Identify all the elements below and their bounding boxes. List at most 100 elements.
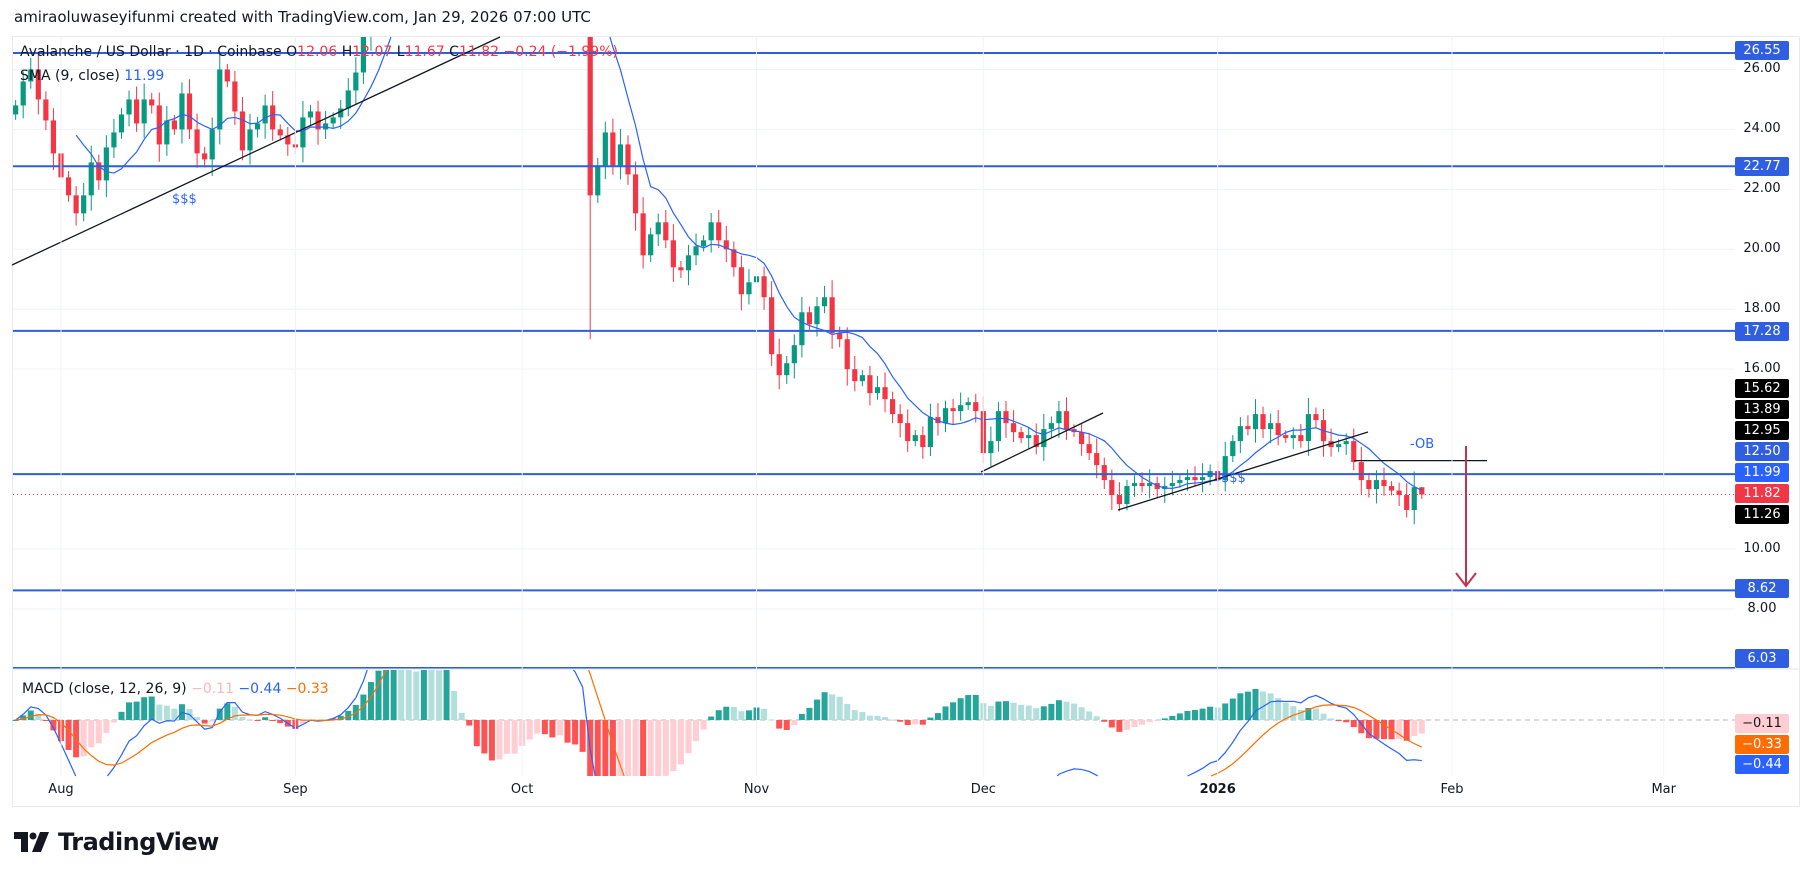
symbol-legend[interactable]: Avalanche / US Dollar · 1D · Coinbase O1…: [20, 44, 618, 60]
macd-histogram-bar: [791, 720, 798, 726]
candle-body: [890, 399, 896, 415]
order-block-annotation: -OB: [1410, 437, 1435, 452]
sma-legend[interactable]: SMA (9, close) 11.99: [20, 68, 164, 84]
macd-histogram-bar: [1381, 720, 1387, 740]
macd-histogram-bar: [481, 720, 488, 754]
macd-histogram-bar: [148, 696, 155, 720]
macd-histogram-bar: [35, 713, 42, 720]
price-label-level: 17.28: [1735, 322, 1789, 341]
candle-body: [648, 234, 654, 256]
candle-body: [1237, 426, 1243, 442]
candle-body: [43, 99, 49, 121]
price-label-level: 6.03: [1735, 649, 1789, 668]
macd-histogram-bar: [458, 712, 465, 720]
candle-body: [655, 222, 661, 235]
macd-legend[interactable]: MACD (close, 12, 26, 9) −0.11 −0.44 −0.3…: [22, 681, 329, 697]
candle-body: [935, 417, 941, 424]
macd-histogram-bar: [1229, 698, 1236, 720]
price-label-level: 22.77: [1735, 157, 1789, 176]
macd-histogram-bar: [1305, 707, 1312, 720]
macd-histogram-bar: [1373, 720, 1380, 739]
price-tick-label: 10.00: [1743, 541, 1781, 556]
candle-body: [202, 153, 208, 160]
macd-histogram-bar: [1161, 718, 1168, 720]
candle-body: [988, 441, 994, 454]
open-value: 12.06: [297, 44, 338, 60]
macd-label: MACD (close, 12, 26, 9): [22, 681, 187, 697]
candle-body: [323, 123, 329, 130]
candle-body: [897, 414, 903, 424]
trendline: [980, 412, 1104, 473]
candle-body: [307, 111, 314, 118]
candle-body: [1396, 490, 1402, 496]
candle-body: [723, 240, 729, 250]
candle-body: [806, 312, 813, 325]
macd-histogram-bar: [65, 720, 72, 750]
candle-body: [65, 177, 72, 196]
macd-histogram-bar: [715, 710, 722, 720]
macd-histogram-bar: [693, 720, 700, 742]
candle-body: [194, 129, 200, 154]
candle-body: [1079, 432, 1085, 445]
macd-histogram-bar: [1237, 693, 1244, 720]
candle-body: [1411, 487, 1417, 511]
candle-body: [1404, 495, 1410, 511]
macd-histogram-bar: [677, 720, 684, 765]
time-axis-label: Aug: [48, 782, 74, 797]
symbol-title: Avalanche / US Dollar · 1D · Coinbase: [20, 44, 282, 60]
candle-body: [882, 387, 888, 400]
macd-histogram-bar: [1101, 720, 1108, 722]
macd-signal-value: −0.33: [285, 681, 329, 697]
macd-histogram-bar: [103, 720, 110, 733]
candle-body: [602, 132, 608, 166]
macd-histogram-bar: [194, 717, 201, 720]
candle-body: [156, 105, 162, 145]
macd-histogram-bar: [534, 720, 541, 734]
candle-body: [1358, 462, 1364, 481]
candle-body: [179, 93, 185, 130]
candle-body: [1298, 435, 1304, 442]
candle-body: [149, 99, 155, 106]
macd-line: [1056, 768, 1098, 777]
candle-body: [678, 267, 684, 271]
candle-body: [1192, 477, 1198, 481]
macd-histogram-bar: [1025, 705, 1032, 720]
low-label: L: [396, 44, 405, 60]
macd-signal-line: [587, 669, 625, 777]
candle-body: [693, 246, 699, 256]
candle-body: [239, 111, 246, 151]
macd-histogram-bar: [821, 692, 828, 720]
macd-histogram-bar: [957, 698, 964, 720]
macd-histogram-bar: [1335, 720, 1342, 722]
macd-histogram-bar: [133, 701, 140, 720]
candle-body: [50, 120, 57, 154]
candle-body: [1252, 414, 1259, 430]
macd-histogram-bar: [829, 694, 836, 720]
candle-body: [88, 162, 94, 196]
macd-histogram-bar: [836, 696, 843, 720]
candle-body: [13, 105, 19, 115]
macd-histogram-bar: [647, 720, 654, 776]
macd-histogram-bar: [768, 719, 775, 721]
brand-name: TradingView: [58, 828, 219, 856]
high-value: 12.07: [352, 44, 393, 60]
macd-histogram-bar: [20, 715, 27, 720]
macd-histogram-bar: [126, 702, 133, 720]
macd-histogram-bar: [897, 720, 904, 722]
candle-body: [995, 411, 1002, 442]
candle-body: [126, 99, 132, 115]
candle-body: [73, 195, 79, 214]
candle-body: [186, 93, 193, 130]
candle-body: [1283, 435, 1289, 439]
candle-body: [254, 123, 261, 130]
macd-histogram-bar: [337, 715, 344, 720]
price-pane: [11, 36, 1735, 669]
liquidity-annotation: $$$: [1221, 471, 1246, 486]
price-label-level: 8.62: [1735, 579, 1789, 598]
macd-histogram-bar: [443, 670, 450, 720]
price-tick-label: 26.00: [1743, 61, 1781, 77]
candle-body: [262, 105, 268, 124]
candle-body: [300, 117, 306, 148]
macd-histogram-bar: [201, 720, 208, 724]
